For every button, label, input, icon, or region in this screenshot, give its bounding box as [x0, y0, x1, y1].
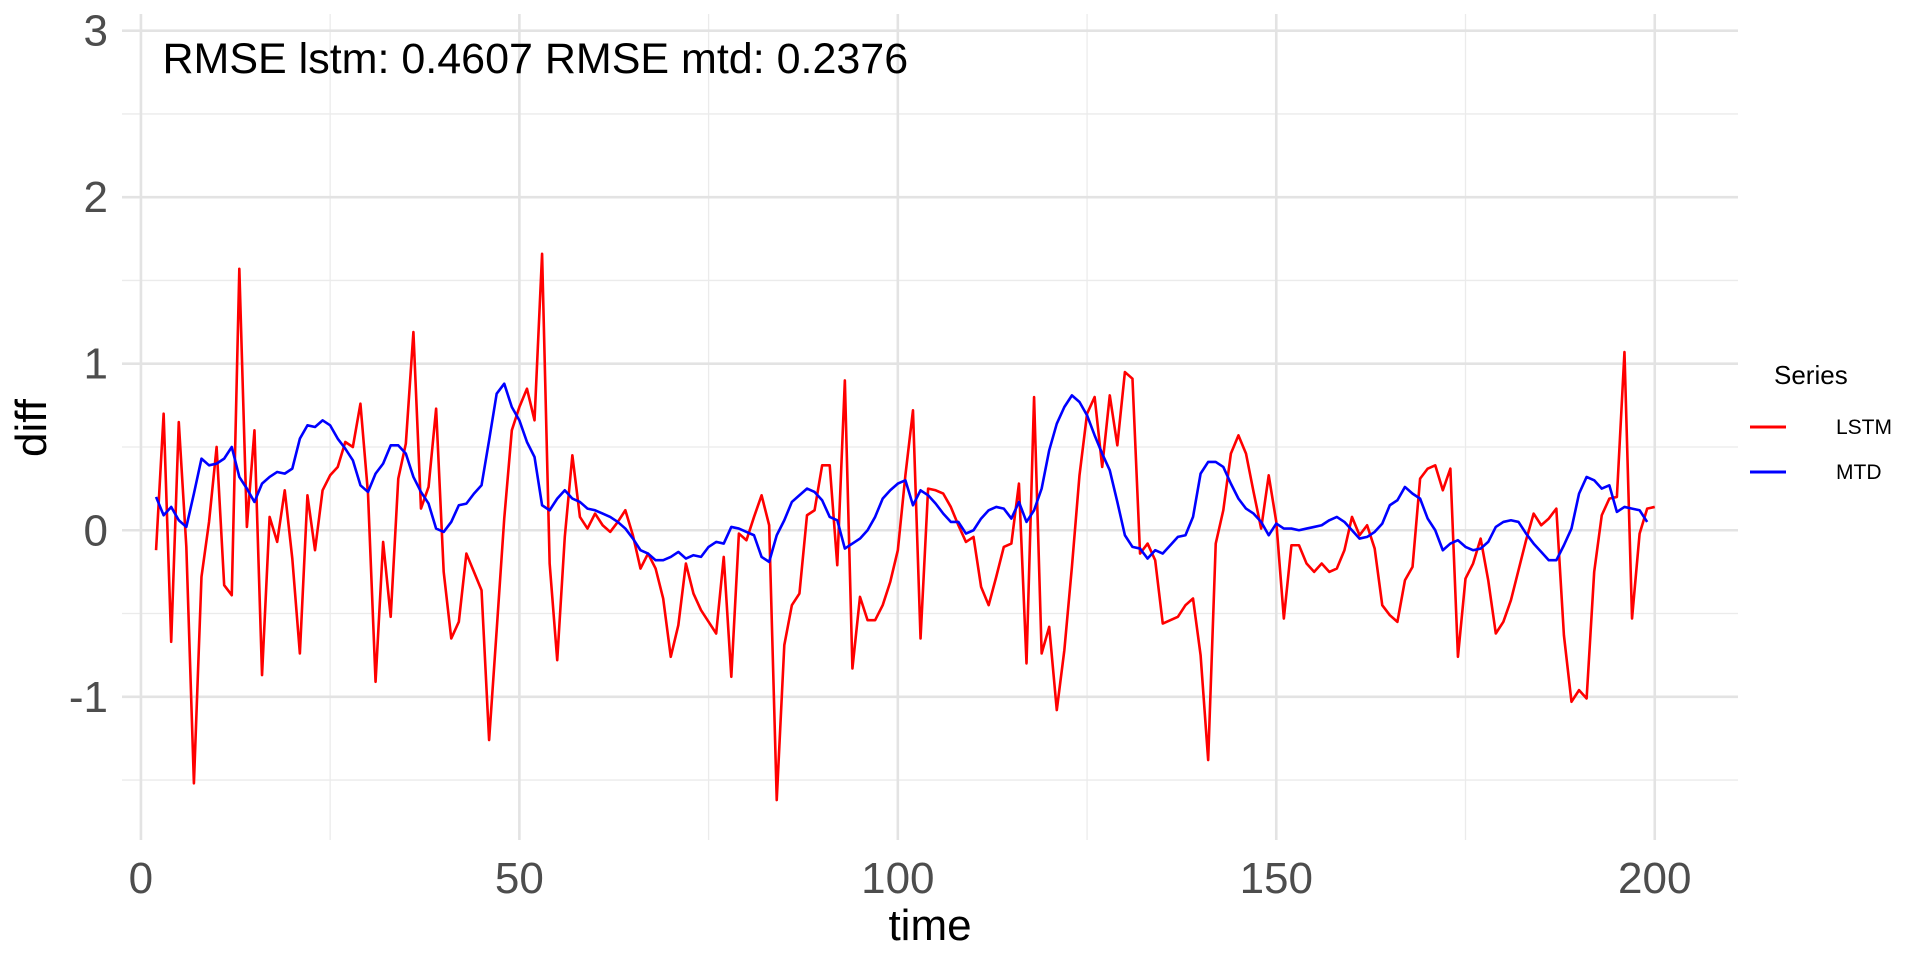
x-tick-label: 100	[861, 854, 934, 903]
legend-label-mtd: MTD	[1836, 461, 1882, 484]
y-tick-label: 3	[84, 7, 108, 56]
rmse-annotation: RMSE lstm: 0.4607 RMSE mtd: 0.2376	[162, 35, 908, 83]
series-line-mtd	[154, 382, 1649, 564]
legend-item-mtd: MTD	[1750, 461, 1882, 484]
y-tick-label: 0	[84, 506, 108, 555]
y-axis-title: diff	[7, 398, 56, 457]
legend-item-lstm: LSTM	[1750, 416, 1892, 439]
legend-title: Series	[1774, 360, 1848, 390]
x-tick-label: 150	[1240, 854, 1313, 903]
y-tick-label: -1	[69, 673, 108, 722]
series-line-lstm	[154, 252, 1656, 802]
grid-lines	[122, 14, 1738, 840]
legend-label-lstm: LSTM	[1836, 416, 1892, 439]
series-lines	[154, 252, 1656, 802]
x-axis-title: time	[888, 901, 971, 950]
axis-ticks: 0 50 100 150 200 -1 0 1 2 3	[69, 7, 1692, 903]
y-tick-label: 1	[84, 340, 108, 389]
x-tick-label: 50	[495, 854, 544, 903]
y-tick-label: 2	[84, 173, 108, 222]
x-tick-label: 200	[1618, 854, 1691, 903]
x-tick-label: 0	[129, 854, 153, 903]
legend: Series LSTM MTD	[1750, 360, 1892, 484]
